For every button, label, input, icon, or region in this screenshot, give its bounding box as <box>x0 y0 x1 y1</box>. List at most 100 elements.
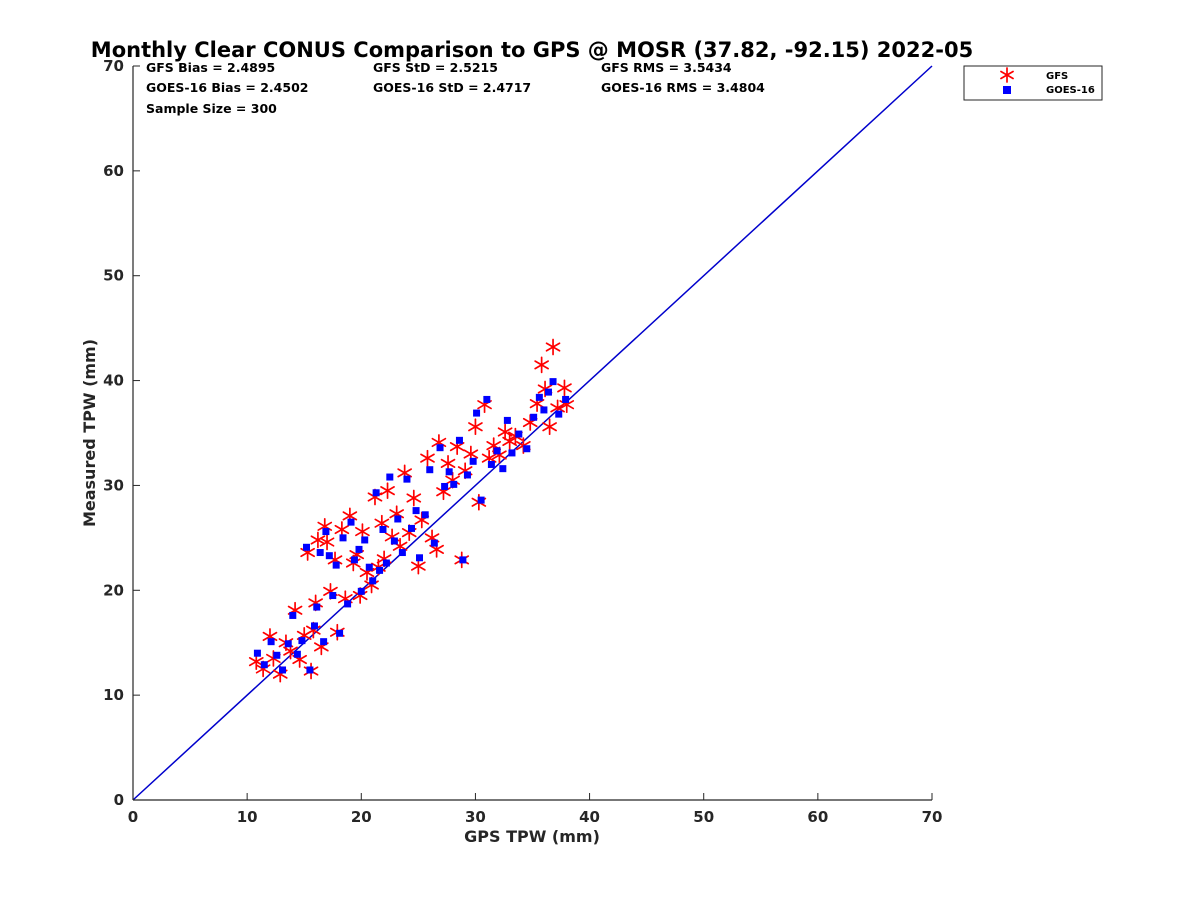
gfs-point <box>557 379 572 397</box>
goes-point <box>320 638 328 646</box>
reference-line <box>132 65 933 801</box>
goes-point <box>386 473 394 481</box>
gfs-point <box>542 418 557 436</box>
goes-point <box>515 430 523 438</box>
goes-point <box>535 393 543 401</box>
goes-point <box>273 651 281 659</box>
goes-point <box>503 416 511 424</box>
goes-point <box>493 447 501 455</box>
goes-point <box>555 410 563 418</box>
series-goes-16 <box>253 378 570 674</box>
goes-point <box>408 524 416 532</box>
goes-point <box>379 525 387 533</box>
chart-title: Monthly Clear CONUS Comparison to GPS @ … <box>91 38 973 62</box>
goes-point <box>459 556 467 564</box>
goes-point <box>473 409 481 417</box>
goes-point <box>382 559 390 567</box>
goes-point <box>455 436 463 444</box>
goes-point <box>310 622 318 630</box>
goes-point <box>469 457 477 465</box>
goes-point <box>279 666 287 674</box>
goes-point <box>450 480 458 488</box>
goes-point <box>540 406 548 414</box>
goes-point <box>415 554 423 562</box>
x-tick-label: 10 <box>237 808 258 826</box>
gfs-std: GFS StD = 2.5215 <box>373 60 498 75</box>
goes-point <box>372 489 380 497</box>
gfs-point <box>502 433 518 450</box>
goes-point <box>293 650 301 658</box>
goes-point <box>369 577 377 585</box>
goes-point <box>329 592 337 600</box>
goes-point <box>325 552 333 560</box>
gfs-point <box>406 489 422 507</box>
goes-point <box>365 563 373 571</box>
goes-std: GOES-16 StD = 2.4717 <box>373 80 531 95</box>
gfs-point <box>380 482 395 500</box>
y-tick-label: 70 <box>103 57 124 75</box>
y-tick-label: 10 <box>103 686 124 704</box>
goes-point <box>344 600 352 608</box>
goes-point <box>530 413 538 421</box>
goes-point <box>336 629 344 637</box>
goes-point <box>487 460 495 468</box>
legend-goes-mark <box>1003 86 1011 94</box>
series-gfs <box>248 338 575 683</box>
goes-point <box>306 666 314 674</box>
gfs-point <box>310 531 326 549</box>
gfs-bias: GFS Bias = 2.4895 <box>146 60 275 75</box>
goes-point <box>350 556 358 564</box>
goes-point <box>332 561 340 569</box>
gfs-rms: GFS RMS = 3.5434 <box>601 60 732 75</box>
goes-point <box>302 543 310 551</box>
y-tick-label: 60 <box>103 162 124 180</box>
goes-point <box>260 661 268 669</box>
legend-gfs-mark <box>1000 67 1014 83</box>
goes-point <box>361 536 369 544</box>
goes-point <box>298 637 306 645</box>
x-tick-label: 20 <box>351 808 372 826</box>
goes-point <box>483 395 491 403</box>
goes-point <box>355 545 363 553</box>
y-tick-label: 30 <box>103 476 124 494</box>
goes-point <box>267 638 275 646</box>
goes-point <box>499 465 507 473</box>
goes-point <box>347 518 355 526</box>
goes-point <box>322 528 330 536</box>
goes-point <box>253 649 261 657</box>
goes-point <box>445 468 453 476</box>
y-tick-label: 40 <box>103 372 124 390</box>
goes-point <box>357 587 365 595</box>
goes-rms: GOES-16 RMS = 3.4804 <box>601 80 765 95</box>
goes-point <box>549 378 557 386</box>
goes-point <box>398 549 406 557</box>
goes-point <box>390 537 398 545</box>
legend-goes-label: GOES-16 <box>1046 85 1095 96</box>
goes-point <box>394 515 402 523</box>
goes-point <box>284 640 292 648</box>
goes-point <box>412 507 420 515</box>
stats-block: GFS Bias = 2.4895 GOES-16 Bias = 2.4502 … <box>146 60 765 116</box>
goes-point <box>441 482 449 490</box>
x-axis-ticks: 0 10 20 30 40 50 60 70 <box>128 793 943 826</box>
x-tick-label: 70 <box>922 808 943 826</box>
y-tick-label: 0 <box>114 791 124 809</box>
legend-gfs-label: GFS <box>1046 71 1068 82</box>
y-tick-label: 50 <box>103 267 124 285</box>
legend: GFS GOES-16 <box>963 65 1103 101</box>
goes-point <box>426 466 434 474</box>
gfs-point <box>420 449 435 467</box>
x-tick-label: 40 <box>579 808 600 826</box>
goes-point <box>289 611 297 619</box>
goes-point <box>523 445 531 453</box>
sample-size: Sample Size = 300 <box>146 101 277 116</box>
x-tick-label: 50 <box>693 808 714 826</box>
goes-point <box>430 539 438 547</box>
legend-goes-square-icon <box>1003 86 1011 94</box>
goes-point <box>562 395 570 403</box>
gfs-point <box>319 533 335 551</box>
goes-point <box>463 471 471 479</box>
legend-box <box>963 65 1103 101</box>
scatter-series <box>248 338 575 683</box>
goes-point <box>376 566 384 574</box>
